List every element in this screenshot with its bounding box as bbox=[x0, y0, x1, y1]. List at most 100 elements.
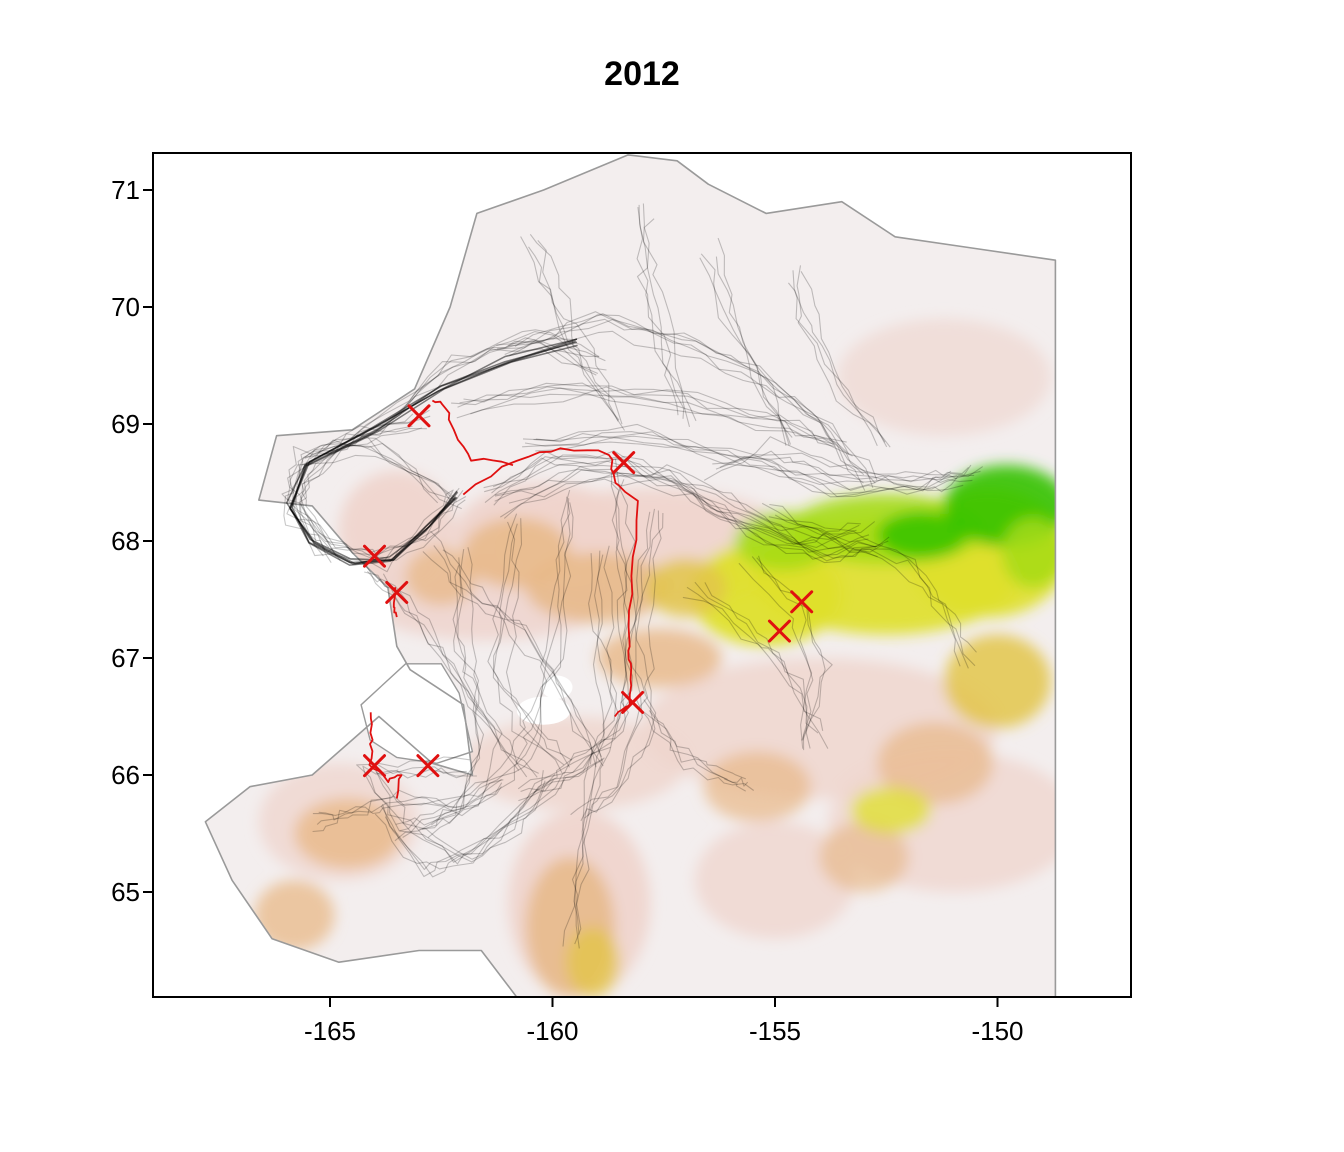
track-line bbox=[636, 218, 679, 416]
track-line bbox=[493, 450, 884, 560]
track-line bbox=[522, 436, 969, 491]
track-line bbox=[587, 510, 662, 817]
track-line bbox=[508, 469, 857, 546]
map-title: 2012 bbox=[604, 55, 680, 93]
x-marker bbox=[363, 754, 386, 778]
track-line bbox=[318, 782, 503, 821]
x-marker bbox=[363, 544, 386, 568]
track-line bbox=[293, 442, 467, 553]
track-line bbox=[300, 427, 423, 548]
x-marker bbox=[407, 404, 431, 428]
track-line bbox=[537, 240, 619, 422]
track-line bbox=[529, 233, 623, 425]
track-line bbox=[381, 751, 595, 871]
animal-tracks bbox=[281, 203, 984, 949]
x-marker bbox=[612, 451, 636, 475]
track-line bbox=[638, 707, 755, 791]
track-line bbox=[287, 425, 427, 557]
y-tick-label: 71 bbox=[111, 175, 140, 205]
track-line bbox=[570, 512, 664, 816]
y-tick-label: 67 bbox=[111, 643, 140, 673]
track-line bbox=[487, 513, 565, 766]
x-marker bbox=[416, 754, 440, 778]
track-line bbox=[395, 496, 571, 826]
track-line bbox=[430, 557, 481, 826]
track-line bbox=[496, 314, 874, 488]
track-line bbox=[419, 547, 481, 830]
track-line bbox=[682, 596, 829, 749]
track-line bbox=[715, 450, 958, 481]
track-line bbox=[517, 459, 636, 790]
track-line bbox=[584, 508, 657, 819]
track-line bbox=[533, 423, 973, 486]
track-line bbox=[494, 472, 876, 549]
track-line bbox=[484, 454, 889, 556]
track-line bbox=[518, 468, 634, 802]
track-line bbox=[792, 270, 878, 447]
track-line bbox=[503, 464, 861, 540]
track-line bbox=[430, 530, 602, 758]
elevation-raster bbox=[205, 154, 1056, 997]
x-tick-label: -160 bbox=[526, 1016, 578, 1046]
track-line bbox=[761, 502, 976, 667]
track-line bbox=[757, 555, 814, 751]
track-line bbox=[800, 271, 886, 443]
track-line bbox=[715, 256, 793, 438]
track-line bbox=[312, 786, 502, 833]
x-tick-label: -165 bbox=[304, 1016, 356, 1046]
track-line bbox=[288, 344, 578, 565]
track-line bbox=[384, 757, 605, 878]
track-line bbox=[442, 549, 597, 768]
track-line bbox=[483, 455, 878, 562]
track-line bbox=[635, 698, 746, 792]
track-line bbox=[402, 489, 571, 838]
track-line bbox=[427, 549, 503, 839]
x-marker bbox=[385, 580, 409, 604]
track-line bbox=[366, 571, 539, 774]
track-line bbox=[717, 237, 790, 446]
x-marker bbox=[790, 590, 814, 614]
track-line bbox=[470, 387, 835, 447]
highlighted-track-line bbox=[462, 447, 639, 718]
track-line bbox=[292, 445, 455, 559]
x-tick-label: -150 bbox=[971, 1016, 1023, 1046]
track-line bbox=[505, 521, 563, 774]
x-marker bbox=[767, 619, 791, 643]
track-line bbox=[574, 553, 618, 945]
track-line bbox=[520, 236, 620, 421]
track-line bbox=[382, 573, 520, 771]
coastline bbox=[204, 154, 1057, 997]
track-line bbox=[535, 441, 981, 498]
track-line bbox=[580, 511, 656, 822]
track-line bbox=[703, 436, 957, 481]
track-line bbox=[796, 265, 891, 448]
track-line bbox=[637, 207, 685, 419]
track-line bbox=[285, 341, 578, 562]
track-line bbox=[787, 282, 888, 448]
track-line bbox=[774, 514, 969, 669]
track-line bbox=[719, 452, 952, 491]
track-line bbox=[421, 565, 485, 830]
track-line bbox=[394, 502, 574, 842]
track-line bbox=[508, 319, 876, 484]
track-line bbox=[492, 456, 878, 559]
highlighted-track-line bbox=[431, 399, 514, 467]
track-line bbox=[738, 562, 813, 749]
track-line bbox=[281, 437, 466, 561]
track-line bbox=[422, 551, 604, 767]
track-line bbox=[459, 382, 847, 443]
track-line bbox=[686, 586, 824, 732]
track-line bbox=[304, 348, 599, 460]
track-line bbox=[768, 516, 977, 653]
track-line bbox=[642, 203, 691, 428]
track-line bbox=[704, 582, 811, 749]
track-line bbox=[463, 382, 834, 445]
track-line bbox=[492, 518, 573, 761]
track-line bbox=[509, 311, 865, 476]
track-line bbox=[524, 431, 972, 495]
track-line bbox=[312, 778, 502, 816]
y-tick-label: 69 bbox=[111, 409, 140, 439]
track-line bbox=[522, 431, 984, 498]
x-tick-label: -155 bbox=[749, 1016, 801, 1046]
